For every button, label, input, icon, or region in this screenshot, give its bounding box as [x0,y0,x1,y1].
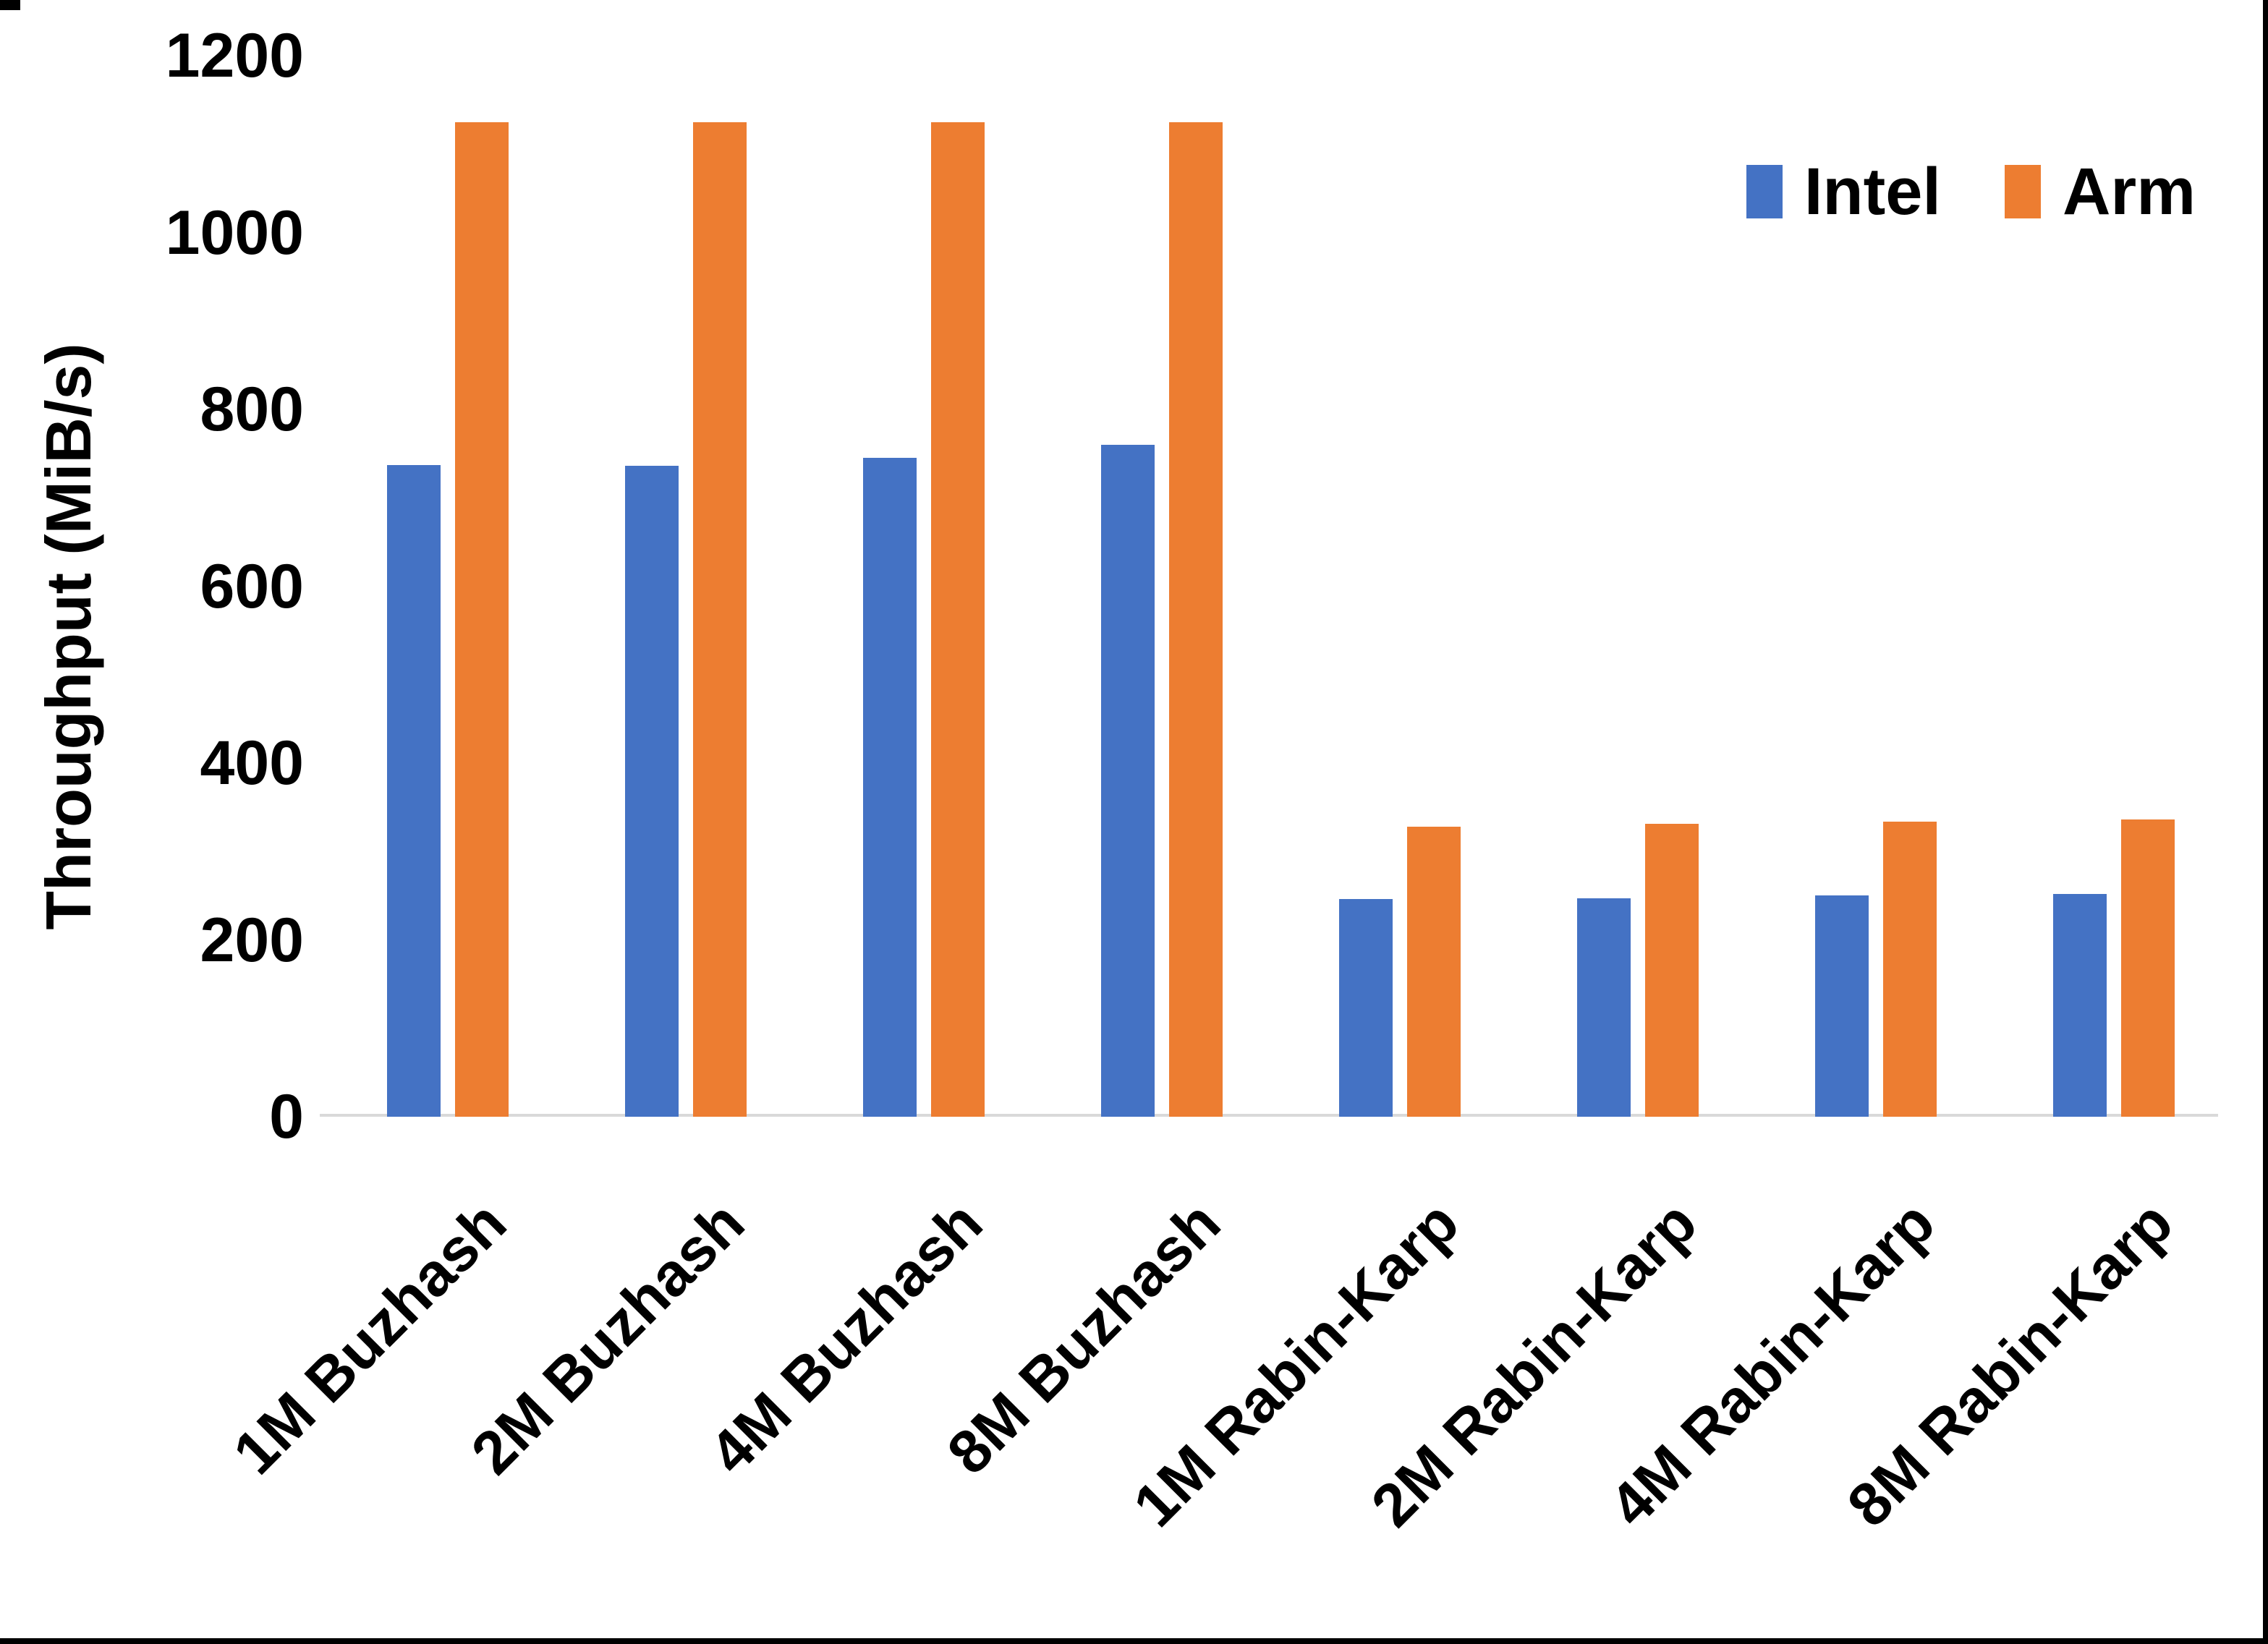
legend-label-arm: Arm [2062,155,2196,229]
bar-intel-8m-buzhash [1100,445,1155,1117]
bar-arm-2m-buzhash [692,122,747,1117]
plot-area [328,56,2233,1117]
bar-arm-1m-rabin-karp [1406,827,1461,1117]
bar-arm-4m-rabin-karp [1882,822,1937,1117]
x-axis-line [320,1114,2218,1117]
bar-intel-2m-rabin-karp [1576,898,1631,1117]
bar-arm-4m-buzhash [930,122,985,1117]
screenshot-right-border [2263,0,2268,1644]
y-tick-800: 800 [200,375,305,444]
legend-swatch-intel [1746,165,1783,218]
bar-intel-1m-rabin-karp [1338,899,1393,1117]
y-tick-400: 400 [200,728,305,798]
y-tick-1200: 1200 [165,21,304,90]
legend: Intel Arm [1746,148,2196,235]
y-tick-0: 0 [269,1082,304,1151]
screenshot-bottom-border [0,1638,2268,1644]
bar-arm-8m-buzhash [1168,122,1223,1117]
bar-arm-8m-rabin-karp [2120,819,2175,1117]
legend-item-intel: Intel [1746,158,1941,225]
bar-intel-1m-buzhash [386,465,441,1117]
legend-swatch-arm [2004,165,2041,218]
bar-intel-4m-rabin-karp [1814,895,1869,1117]
bar-intel-4m-buzhash [862,458,917,1117]
screenshot-corner-mark [0,0,20,10]
bar-arm-1m-buzhash [454,122,509,1117]
y-tick-600: 600 [200,551,305,621]
y-tick-1000: 1000 [165,197,304,268]
bar-intel-8m-rabin-karp [2052,894,2107,1117]
bar-arm-2m-rabin-karp [1644,824,1699,1117]
y-tick-200: 200 [200,905,305,975]
legend-item-arm: Arm [2004,155,2196,229]
bar-intel-2m-buzhash [624,466,679,1117]
legend-label-intel: Intel [1804,155,1941,229]
